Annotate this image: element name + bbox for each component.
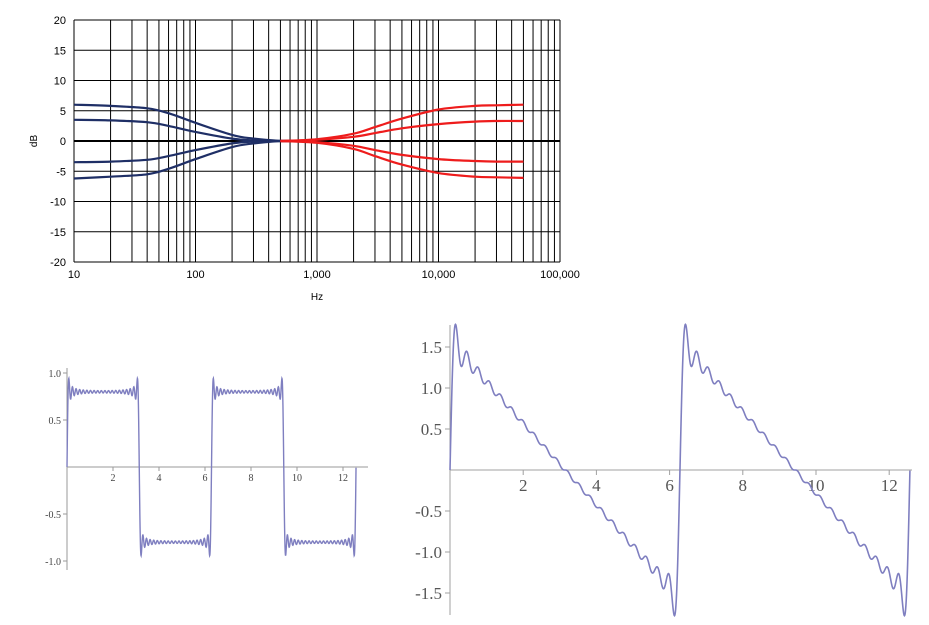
eq-x-axis-label: Hz	[311, 292, 323, 303]
eq-y-tick-label: 15	[54, 45, 66, 57]
sawtooth-wave-series-line	[449, 323, 911, 617]
sawtooth-wave-chart: 2 4 6 8 10 121.51.00.5-0.5-1.0-1.5	[415, 323, 912, 617]
eq-series-line-low_shelf-2	[73, 139, 291, 164]
square-wave-series-line	[66, 375, 357, 559]
square-wave-y-tick-label: -0.5	[45, 510, 61, 521]
sawtooth-wave-y-tick-label: 1.0	[421, 379, 442, 398]
eq-x-tick-label: 10,000	[422, 269, 456, 281]
eq-x-tick-label: 1,000	[303, 269, 331, 281]
eq-grid	[73, 19, 561, 263]
eq-y-tick-label: 10	[54, 76, 66, 88]
sawtooth-wave-y-tick-label: 0.5	[421, 420, 442, 439]
eq-y-tick-label: -15	[50, 227, 66, 239]
eq-x-tick-labels: 10 100 1,000 10,000 100,000	[68, 269, 580, 281]
sawtooth-wave-y-tick-label: -0.5	[415, 502, 442, 521]
sawtooth-wave-x-tick-label: 8	[739, 476, 748, 495]
sawtooth-wave-x-tick-label: 6	[665, 476, 674, 495]
eq-series-line-low_shelf-1	[73, 118, 291, 143]
eq-x-tick-label: 10	[68, 269, 80, 281]
square-wave-y-tick-label: -1.0	[45, 557, 61, 568]
square-wave-x-tick-label: 12	[338, 473, 348, 484]
square-wave-x-tick-label: 4	[157, 473, 162, 484]
square-wave-x-tick-label: 8	[249, 473, 254, 484]
sawtooth-wave-x-tick-label: 12	[881, 476, 898, 495]
eq-series-line-high_shelf-7	[280, 139, 524, 179]
square-wave-chart: 2 4 6 8 10 12 1.0 0.5 -0.5 -1.0	[45, 368, 368, 570]
eq-y-tick-label: 0	[60, 136, 66, 148]
square-wave-tick-labels: 2 4 6 8 10 12 1.0 0.5 -0.5 -1.0	[45, 369, 348, 568]
eq-y-tick-label: -10	[50, 197, 66, 209]
sawtooth-wave-axes	[445, 325, 912, 615]
eq-y-tick-label: -5	[56, 166, 66, 178]
eq-y-tick-label: -20	[50, 257, 66, 269]
eq-series-line-high_shelf-4	[280, 103, 524, 143]
square-wave-x-tick-label: 10	[292, 473, 302, 484]
square-wave-y-tick-label: 0.5	[49, 416, 62, 427]
eq-x-tick-label: 100,000	[540, 269, 580, 281]
eq-y-tick-label: 20	[54, 15, 66, 27]
sawtooth-wave-y-tick-label: 1.5	[421, 338, 442, 357]
sawtooth-wave-y-tick-label: -1.5	[415, 584, 442, 603]
eq-series-line-high_shelf-5	[280, 119, 524, 143]
square-wave-y-tick-label: 1.0	[49, 369, 62, 380]
sawtooth-wave-x-tick-label: 2	[519, 476, 528, 495]
eq-series-line-low_shelf-3	[73, 139, 291, 180]
eq-chart: 20 15 10 5 0 -5 -10 -15 -20 10 100 1,000 10,000 100,…	[29, 15, 580, 303]
sawtooth-wave-y-tick-label: -1.0	[415, 543, 442, 562]
square-wave-axes	[63, 368, 368, 570]
eq-y-tick-labels: 20 15 10 5 0 -5 -10 -15 -20	[50, 15, 66, 269]
eq-y-tick-label: 5	[60, 106, 66, 118]
square-wave-x-tick-label: 2	[111, 473, 116, 484]
eq-y-axis-label: dB	[29, 135, 40, 148]
sawtooth-wave-x-tick-label: 4	[592, 476, 601, 495]
eq-series-group	[73, 103, 524, 180]
eq-x-tick-label: 100	[186, 269, 204, 281]
eq-series-line-low_shelf-0	[73, 103, 291, 143]
square-wave-x-tick-label: 6	[203, 473, 208, 484]
